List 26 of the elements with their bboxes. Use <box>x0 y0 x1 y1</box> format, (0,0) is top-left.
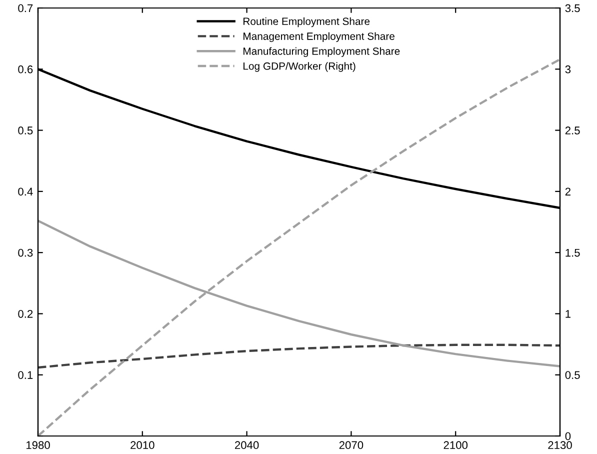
y-tick-label: 0.7 <box>18 4 33 12</box>
line-series <box>38 344 560 369</box>
x-tick-label: 2130 <box>548 441 572 450</box>
x-tick-label: 2070 <box>339 441 364 450</box>
x-tick-label: 1980 <box>26 441 50 450</box>
y-tick-label: 0.3 <box>18 248 33 257</box>
legend-label: Manufacturing Employment Share <box>244 47 400 57</box>
y2-tick-label: 0 <box>565 432 571 440</box>
y-tick-label: 0.1 <box>18 371 33 379</box>
y2-tick-label: 0.5 <box>565 371 580 379</box>
x-tick-label: 2010 <box>130 441 154 450</box>
y2-tick-label: 2.5 <box>565 126 580 134</box>
x-tick-label: 2040 <box>235 441 259 450</box>
legend-label: Routine Employment Share <box>244 17 370 28</box>
y2-tick-label: 2 <box>565 188 570 196</box>
y-tick-label: 0.2 <box>18 310 33 318</box>
y2-tick-label: 1 <box>566 310 570 318</box>
y-tick-label: 0.6 <box>18 65 33 74</box>
y2-tick-label: 3 <box>565 65 571 74</box>
x-tick-label: 2100 <box>444 441 468 450</box>
y-tick-label: 0.5 <box>18 126 33 134</box>
y2-tick-label: 3.5 <box>565 4 580 12</box>
legend-label: Log GDP/Worker (Right) <box>244 62 356 72</box>
y2-tick-label: 1.5 <box>566 248 580 257</box>
y-tick-label: 0.4 <box>18 188 33 196</box>
legend-label: Management Employment Share <box>244 32 394 42</box>
